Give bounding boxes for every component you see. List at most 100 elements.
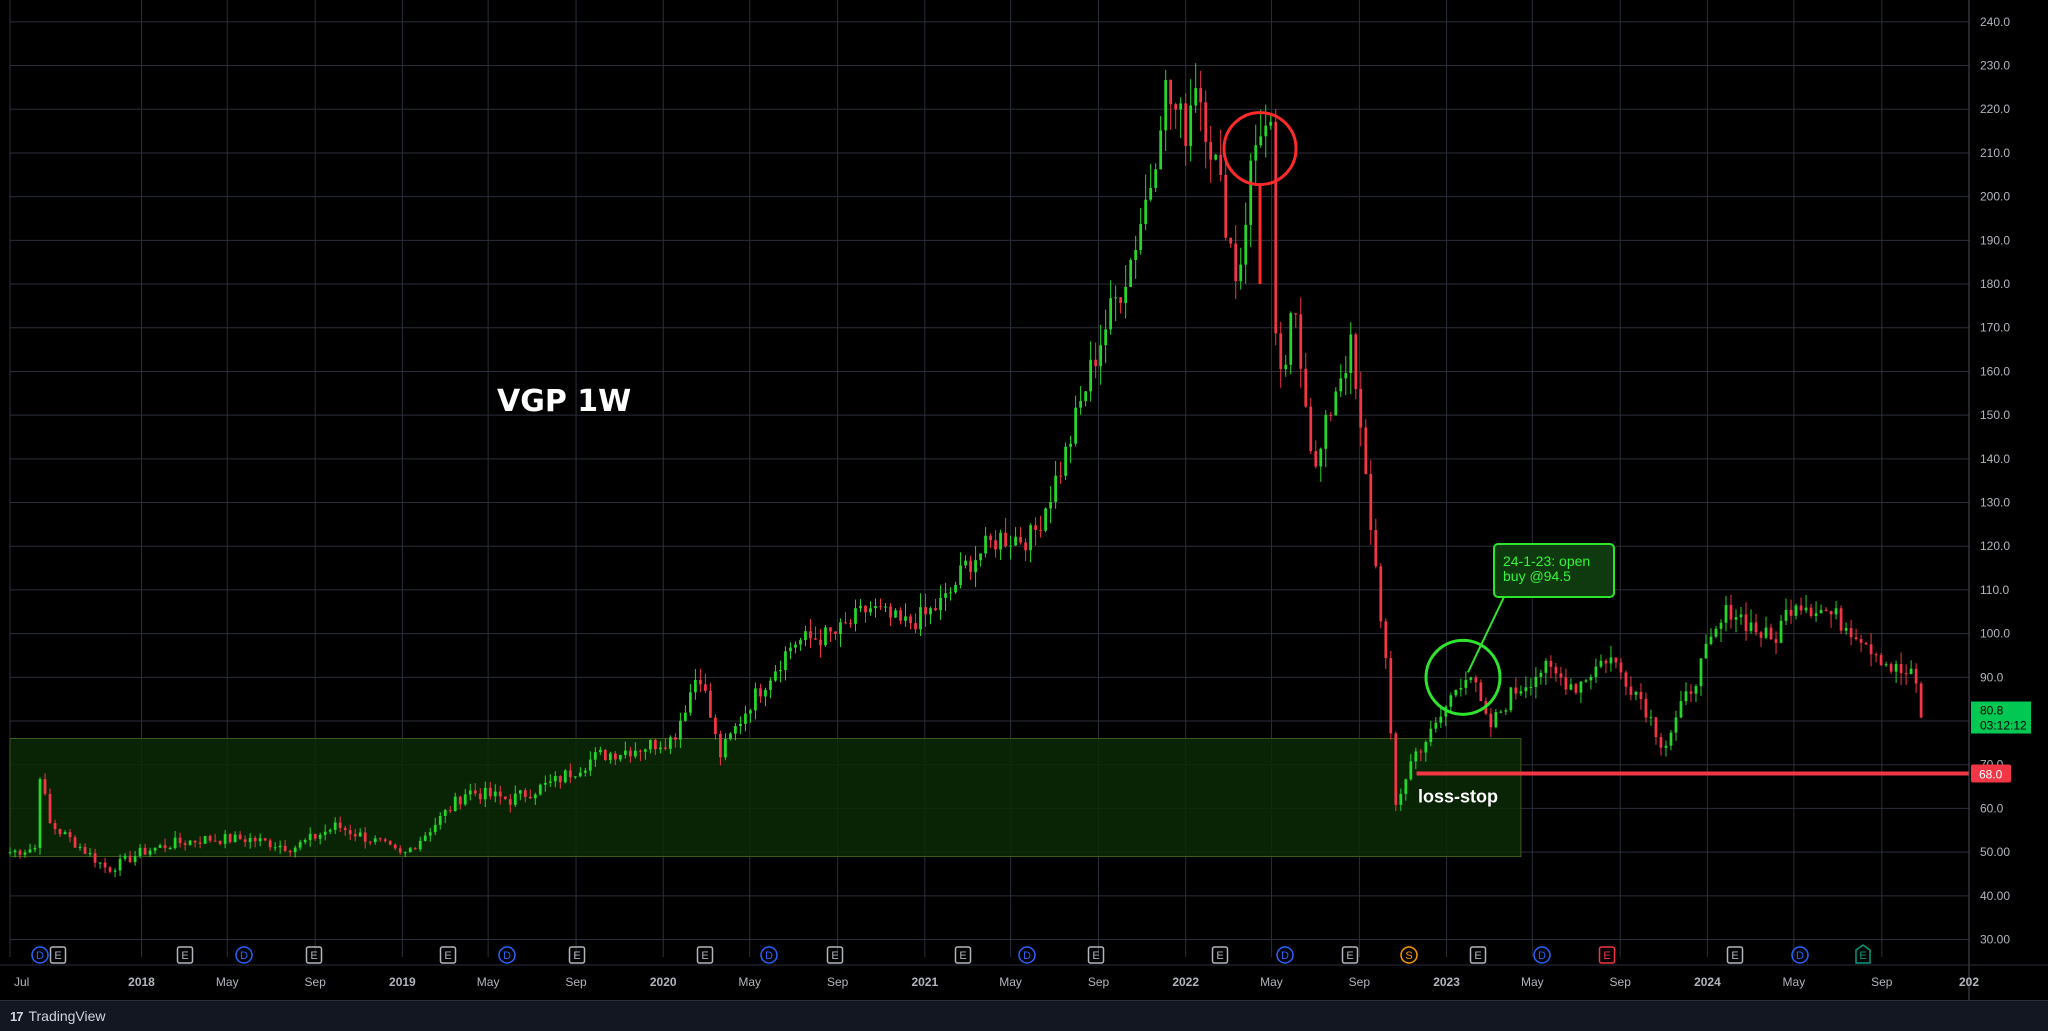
candle-body[interactable] (914, 623, 917, 630)
candle-body[interactable] (834, 631, 837, 635)
candle-body[interactable] (538, 784, 542, 795)
candle-body[interactable] (1064, 446, 1067, 476)
candle-body[interactable] (1059, 475, 1062, 477)
candle-body[interactable] (443, 810, 447, 817)
candle-body[interactable] (1854, 637, 1858, 640)
candle-body[interactable] (543, 782, 547, 785)
candle-body[interactable] (964, 560, 967, 566)
candle-body[interactable] (1044, 508, 1047, 531)
candle-body[interactable] (618, 754, 622, 760)
candle-body[interactable] (1159, 130, 1163, 170)
candle-body[interactable] (1379, 566, 1383, 622)
candle-body[interactable] (1414, 751, 1418, 762)
candle-body[interactable] (709, 690, 712, 718)
candle-body[interactable] (1779, 620, 1783, 643)
candle-body[interactable] (573, 776, 577, 778)
candle-body[interactable] (1759, 632, 1763, 638)
candle-body[interactable] (1789, 609, 1793, 616)
candle-body[interactable] (1894, 663, 1898, 672)
candle-body[interactable] (1719, 622, 1723, 629)
candle-body[interactable] (638, 750, 642, 752)
candle-body[interactable] (759, 688, 762, 697)
candle-body[interactable] (1739, 614, 1743, 618)
candle-body[interactable] (1824, 609, 1828, 612)
dividend-marker[interactable] (31, 946, 49, 964)
candle-body[interactable] (1094, 359, 1098, 367)
candle-body[interactable] (754, 688, 757, 711)
candle-body[interactable] (1829, 611, 1833, 615)
candle-body[interactable] (138, 847, 142, 857)
candle-body[interactable] (448, 810, 452, 812)
candle-body[interactable] (508, 799, 512, 805)
candle-body[interactable] (1809, 607, 1813, 616)
candle-body[interactable] (243, 839, 247, 843)
chart-frame[interactable]: 24-1-23: open buy @94.5 loss-stop 240.0 230… (0, 0, 2048, 1000)
candle-body[interactable] (1724, 605, 1728, 623)
candle-body[interactable] (463, 794, 467, 805)
candle-body[interactable] (839, 622, 842, 635)
candle-body[interactable] (238, 834, 242, 840)
candle-body[interactable] (108, 867, 112, 872)
candle-body[interactable] (248, 837, 252, 843)
price-axis[interactable]: 240.0 230.0 220.0 210.0 200.0 190.0 180.0 170.0… (1968, 0, 2031, 1000)
candle-body[interactable] (1579, 681, 1583, 693)
candle-body[interactable] (283, 845, 287, 851)
candle-body[interactable] (78, 846, 82, 848)
candle-body[interactable] (1799, 605, 1803, 611)
candle-body[interactable] (103, 862, 107, 868)
candle-body[interactable] (593, 752, 597, 760)
candle-body[interactable] (493, 791, 497, 797)
dividend-marker[interactable] (235, 946, 253, 964)
candle-body[interactable] (333, 822, 337, 830)
candle-body[interactable] (1099, 345, 1103, 367)
candle-body[interactable] (1519, 691, 1523, 694)
candle-body[interactable] (418, 840, 422, 850)
candle-body[interactable] (934, 608, 937, 611)
candle-body[interactable] (729, 733, 732, 740)
candle-body[interactable] (1609, 657, 1613, 664)
candle-body[interactable] (959, 565, 962, 586)
candle-body[interactable] (1014, 536, 1017, 546)
candle-body[interactable] (779, 670, 782, 672)
earnings-marker[interactable] (954, 946, 972, 964)
candle-body[interactable] (118, 858, 122, 871)
candle-body[interactable] (804, 631, 807, 641)
candle-body[interactable] (1134, 249, 1138, 260)
candle-body[interactable] (1429, 728, 1433, 743)
candle-body[interactable] (403, 852, 407, 854)
candle-body[interactable] (73, 837, 77, 848)
candle-body[interactable] (1504, 710, 1508, 712)
candle-body[interactable] (298, 842, 302, 848)
candle-body[interactable] (1039, 529, 1042, 531)
dividend-marker[interactable] (1018, 946, 1036, 964)
candle-body[interactable] (633, 750, 637, 757)
candle-body[interactable] (1644, 699, 1648, 718)
candle-body[interactable] (68, 832, 72, 838)
candle-body[interactable] (363, 832, 367, 842)
candle-body[interactable] (1479, 682, 1483, 702)
candle-body[interactable] (83, 846, 87, 854)
candle-body[interactable] (1879, 655, 1883, 666)
candle-body[interactable] (1659, 737, 1663, 748)
candle-body[interactable] (1284, 364, 1288, 370)
candle-body[interactable] (1109, 298, 1113, 330)
candle-body[interactable] (1314, 451, 1318, 467)
candle-body[interactable] (674, 737, 677, 740)
candle-body[interactable] (1019, 536, 1022, 543)
candle-body[interactable] (278, 845, 282, 848)
candle-body[interactable] (1399, 793, 1403, 805)
candle-body[interactable] (1564, 677, 1568, 690)
candle-body[interactable] (1634, 691, 1638, 695)
candle-body[interactable] (143, 847, 147, 855)
candle-body[interactable] (428, 832, 432, 836)
candle-body[interactable] (849, 623, 852, 625)
candle-body[interactable] (1299, 314, 1303, 369)
candle-body[interactable] (1169, 79, 1173, 105)
earnings-marker[interactable] (439, 946, 457, 964)
earnings-marker[interactable] (1341, 946, 1359, 964)
earnings-marker[interactable] (1855, 944, 1871, 964)
candle-body[interactable] (1219, 154, 1223, 175)
candle-body[interactable] (293, 847, 297, 853)
candle-body[interactable] (1084, 391, 1088, 402)
